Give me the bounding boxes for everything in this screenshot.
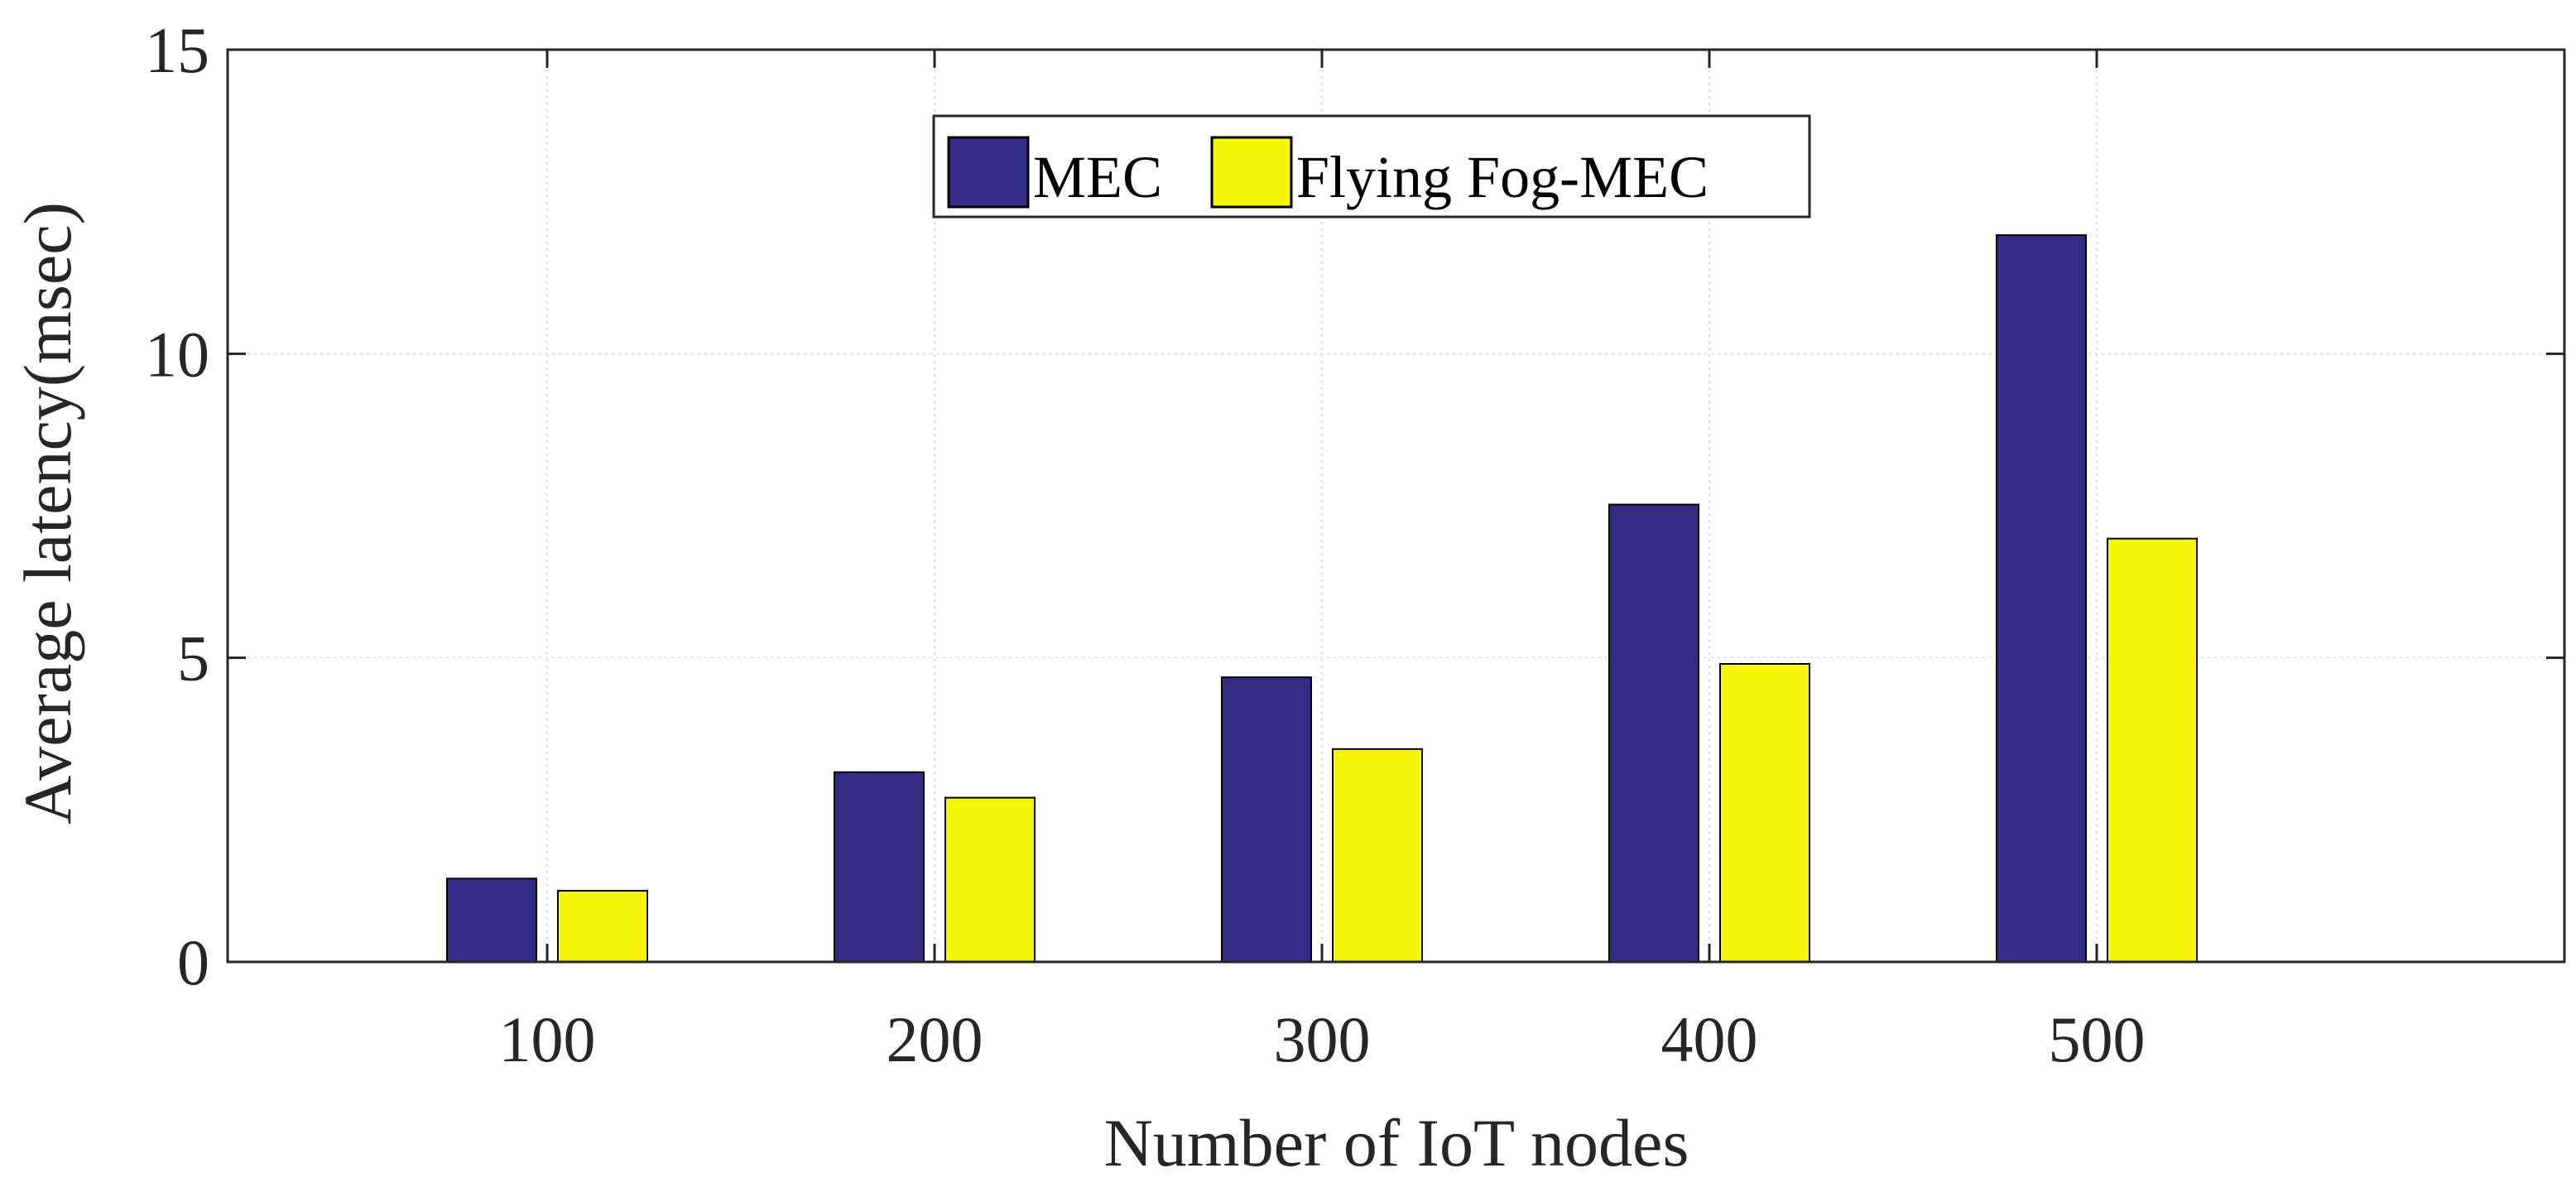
- legend-box: [932, 114, 1811, 219]
- plot-frame: [226, 48, 2566, 964]
- legend-swatch-mec: [947, 136, 1030, 209]
- axis-ticks: [228, 48, 2564, 964]
- bars: [446, 234, 2198, 964]
- bar-mec-500: [1996, 234, 2087, 964]
- x-tick-label: 200: [887, 1003, 983, 1075]
- bar-mec-200: [834, 771, 925, 963]
- y-tick-label: 0: [177, 926, 209, 998]
- x-tick-label: 500: [2049, 1003, 2146, 1075]
- bar-flying-fog-mec-400: [1719, 663, 1810, 963]
- bar-mec-400: [1608, 503, 1699, 963]
- x-tick-label: 300: [1274, 1003, 1371, 1075]
- tick-labels: 0 5 10 15 100 200 300 400 500: [145, 14, 2146, 1075]
- legend-swatch-flying-fog-mec: [1210, 136, 1293, 209]
- y-tick-label: 10: [145, 318, 209, 390]
- x-tick-label: 100: [499, 1003, 596, 1075]
- bar-flying-fog-mec-500: [2107, 537, 2198, 963]
- y-axis-title: Average latency(msec): [10, 202, 85, 824]
- bar-mec-100: [446, 877, 537, 964]
- x-axis-title: Number of IoT nodes: [1104, 1105, 1689, 1180]
- x-tick-label: 400: [1661, 1003, 1758, 1075]
- bar-flying-fog-mec-300: [1332, 748, 1423, 963]
- bar-flying-fog-mec-200: [944, 796, 1036, 964]
- legend: MEC Flying Fog-MEC: [932, 114, 1811, 219]
- legend-label-mec: MEC: [1033, 144, 1162, 210]
- y-tick-label: 5: [177, 623, 209, 695]
- legend-label-flying-fog-mec: Flying Fog-MEC: [1296, 144, 1709, 210]
- bar-mec-300: [1221, 676, 1312, 964]
- bar-flying-fog-mec-100: [557, 890, 648, 963]
- y-tick-label: 15: [145, 14, 209, 86]
